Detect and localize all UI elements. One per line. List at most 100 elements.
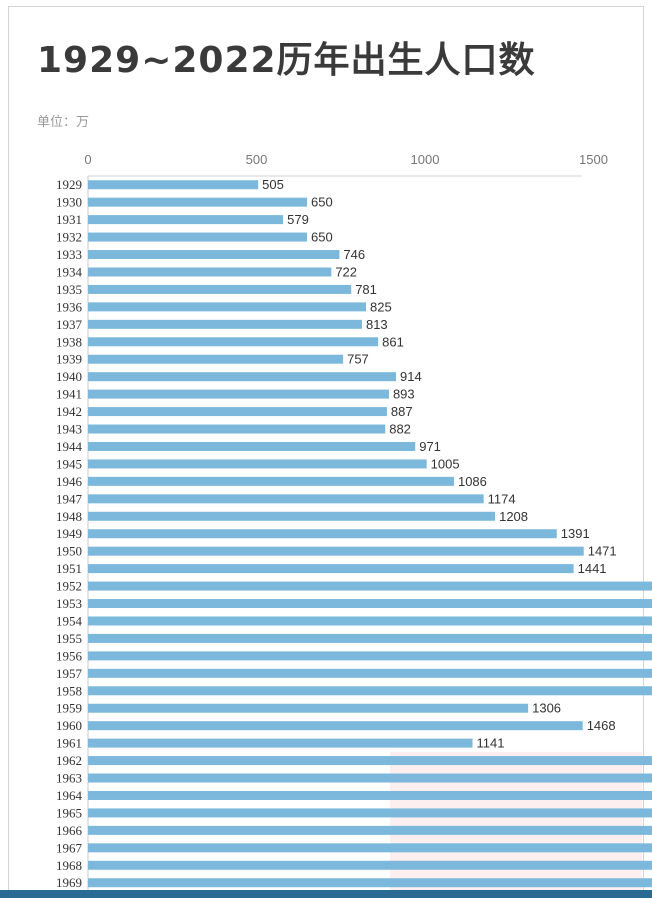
data-label: 579 <box>287 212 309 227</box>
bar <box>88 476 454 486</box>
bar <box>88 564 574 574</box>
bar <box>88 756 652 766</box>
y-tick-label: 1966 <box>56 823 83 838</box>
data-label: 1391 <box>561 526 590 541</box>
y-tick-label: 1949 <box>56 526 82 541</box>
x-tick-label: 500 <box>246 152 268 167</box>
bar <box>88 407 387 417</box>
y-tick-label: 1968 <box>56 858 82 873</box>
data-label: 1141 <box>477 736 505 751</box>
y-tick-label: 1940 <box>56 369 82 384</box>
y-tick-label: 1964 <box>56 788 83 803</box>
y-tick-label: 1959 <box>56 701 82 716</box>
bar <box>88 581 652 591</box>
bar <box>88 511 496 521</box>
bar <box>88 599 652 609</box>
bar <box>88 546 584 556</box>
y-tick-label: 1946 <box>56 474 83 489</box>
data-label: 1306 <box>532 701 561 716</box>
y-tick-label: 1944 <box>56 439 83 454</box>
y-tick-label: 1956 <box>56 648 83 663</box>
x-tick-label: 1000 <box>411 152 440 167</box>
y-tick-label: 1962 <box>56 753 82 768</box>
y-tick-label: 1967 <box>56 840 83 855</box>
y-tick-label: 1953 <box>56 596 82 611</box>
x-tick-label: 0 <box>84 152 91 167</box>
data-label: 825 <box>370 299 392 314</box>
y-tick-label: 1939 <box>56 352 82 367</box>
bar <box>88 878 652 888</box>
y-tick-label: 1931 <box>56 212 82 227</box>
bar <box>88 337 379 347</box>
y-tick-label: 1941 <box>56 387 82 402</box>
y-tick-label: 1948 <box>56 509 82 524</box>
y-tick-label: 1930 <box>56 195 82 210</box>
bar <box>88 250 340 260</box>
bar <box>88 790 652 800</box>
data-label: 1468 <box>587 718 616 733</box>
bar <box>88 703 529 713</box>
y-tick-label: 1969 <box>56 875 82 890</box>
bar <box>88 389 389 399</box>
y-tick-label: 1950 <box>56 544 82 559</box>
data-label: 1086 <box>458 474 487 489</box>
bar <box>88 180 259 190</box>
data-label: 971 <box>419 439 441 454</box>
y-tick-label: 1942 <box>56 404 82 419</box>
bar <box>88 668 652 678</box>
y-tick-label: 1936 <box>56 299 83 314</box>
bar <box>88 284 352 294</box>
bottom-strip <box>0 890 652 898</box>
chart-title: 1929~2022历年出生人口数 <box>37 40 536 81</box>
bar <box>88 651 652 661</box>
bar <box>88 441 416 451</box>
bar <box>88 529 557 539</box>
data-label: 893 <box>393 387 415 402</box>
data-label: 861 <box>382 334 404 349</box>
data-label: 914 <box>400 369 422 384</box>
bar <box>88 494 484 504</box>
bar <box>88 616 652 626</box>
bar <box>88 232 308 242</box>
data-label: 757 <box>347 352 369 367</box>
y-tick-label: 1933 <box>56 247 82 262</box>
y-tick-label: 1934 <box>56 264 83 279</box>
y-tick-label: 1954 <box>56 613 83 628</box>
bar <box>88 372 397 382</box>
y-tick-label: 1943 <box>56 422 82 437</box>
y-tick-label: 1947 <box>56 491 83 506</box>
y-tick-label: 1937 <box>56 317 83 332</box>
data-label: 650 <box>311 230 333 245</box>
data-label: 887 <box>391 404 413 419</box>
y-tick-label: 1935 <box>56 282 82 297</box>
unit-label: 单位：万 <box>37 115 90 130</box>
data-label: 1005 <box>431 456 460 471</box>
data-label: 1174 <box>488 491 516 506</box>
bar <box>88 319 362 329</box>
data-label: 722 <box>335 264 357 279</box>
y-tick-label: 1960 <box>56 718 82 733</box>
data-label: 505 <box>262 177 284 192</box>
data-label: 1441 <box>578 561 607 576</box>
data-label: 781 <box>355 282 377 297</box>
bar <box>88 424 386 434</box>
bar <box>88 215 284 225</box>
bar <box>88 825 652 835</box>
y-tick-label: 1951 <box>56 561 82 576</box>
bar <box>88 686 652 696</box>
bar <box>88 302 367 312</box>
bar <box>88 267 332 277</box>
bar <box>88 843 652 853</box>
y-tick-label: 1957 <box>56 666 83 681</box>
y-tick-label: 1929 <box>56 177 82 192</box>
bar <box>88 773 652 783</box>
data-label: 1208 <box>499 509 528 524</box>
y-tick-label: 1958 <box>56 683 82 698</box>
y-tick-label: 1961 <box>56 736 82 751</box>
data-label: 746 <box>343 247 365 262</box>
y-tick-label: 1955 <box>56 631 82 646</box>
bar <box>88 354 344 364</box>
bar <box>88 738 473 748</box>
y-tick-label: 1952 <box>56 579 82 594</box>
